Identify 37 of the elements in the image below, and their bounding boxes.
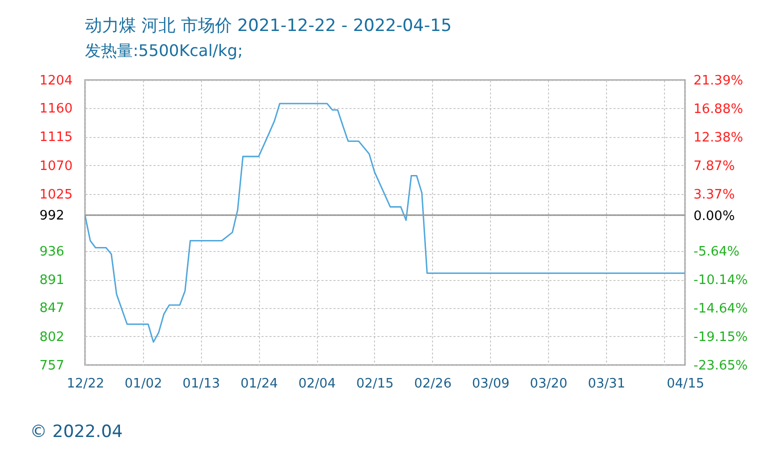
y-tick-label: 1115 — [40, 130, 73, 146]
y-tick-label: 802 — [40, 330, 64, 345]
y2-tick-label: 7.87% — [694, 159, 735, 174]
y2-tick-label: 0.00% — [694, 208, 735, 224]
y2-tick-label: -19.15% — [694, 330, 748, 346]
y2-tick-label: -23.65% — [694, 358, 748, 374]
y2-tick-label: -14.64% — [694, 301, 748, 316]
y2-tick-label: 21.39% — [694, 74, 744, 88]
x-tick-label: 12/22 — [66, 376, 104, 392]
y2-tick-label: 12.38% — [694, 130, 744, 146]
x-tick-label: 02/26 — [414, 376, 452, 392]
y-tick-label: 1160 — [40, 102, 73, 117]
y-tick-label: 936 — [40, 244, 64, 260]
x-tick-label: 02/04 — [298, 376, 336, 392]
x-tick-label: 01/02 — [124, 376, 162, 392]
y-tick-label: 847 — [40, 301, 64, 316]
y2-tick-label: 16.88% — [694, 102, 744, 118]
y-tick-label: 992 — [40, 208, 64, 224]
chart-subtitle: 发热量:5500Kcal/kg; — [85, 41, 243, 60]
y-tick-label: 891 — [40, 273, 64, 288]
y-tick-label: 757 — [40, 358, 64, 374]
y2-tick-label: -10.14% — [694, 273, 748, 288]
x-tick-label: 03/31 — [588, 376, 626, 392]
x-tick-label: 01/24 — [240, 376, 278, 392]
x-tick-label: 03/09 — [472, 376, 510, 392]
y-tick-label: 1025 — [40, 188, 73, 203]
text: © 2022.04 — [30, 422, 123, 442]
x-tick-label: 03/20 — [530, 376, 568, 392]
y2-tick-label: -5.64% — [694, 244, 740, 260]
y2-tick-label: 3.37% — [694, 188, 735, 203]
y-tick-label: 1070 — [40, 158, 73, 174]
y-tick-label: 1204 — [40, 74, 73, 88]
chart-title: 动力煤 河北 市场价 2021-12-22 - 2022-04-15 — [85, 16, 452, 36]
x-tick-label: 02/15 — [356, 376, 394, 392]
x-tick-label: 04/15 — [666, 376, 704, 392]
line-series — [85, 102, 685, 343]
x-tick-label: 01/13 — [182, 376, 220, 392]
